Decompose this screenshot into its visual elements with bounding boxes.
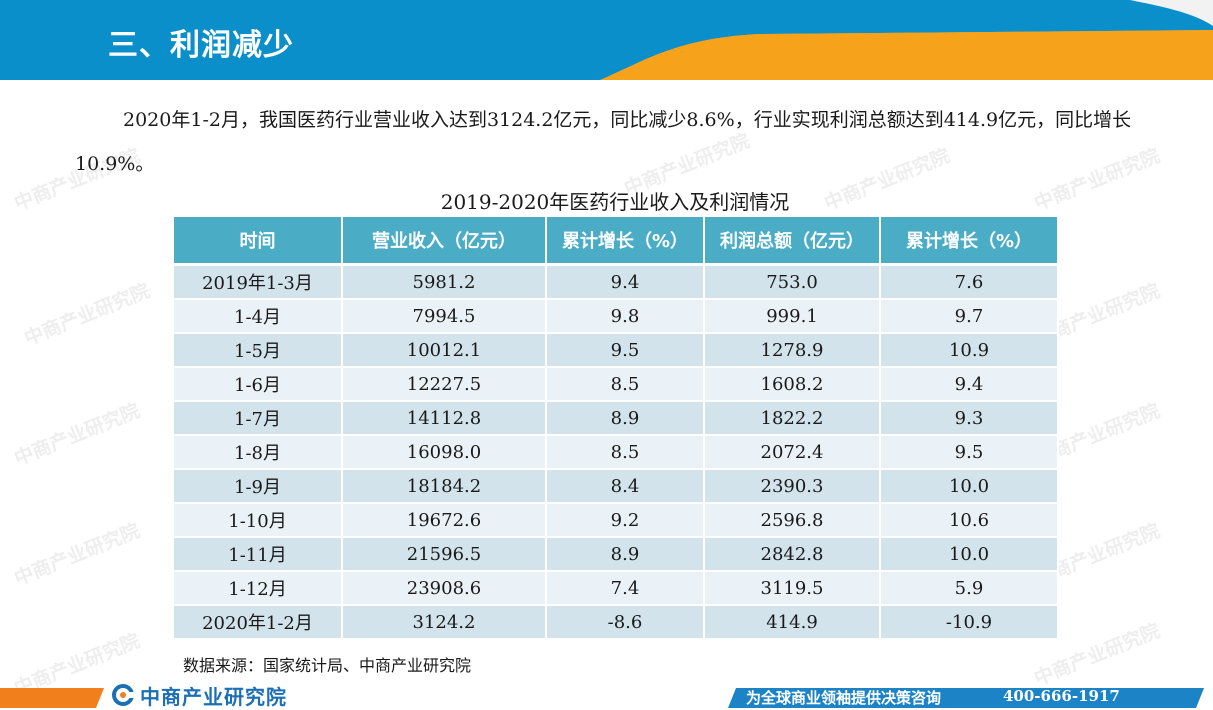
cell-revenue: 3124.2	[342, 605, 547, 640]
cell-revenue-growth: 9.5	[546, 333, 705, 368]
cell-profit: 414.9	[704, 605, 881, 640]
table-title: 2019-2020年医药行业收入及利润情况	[440, 190, 790, 214]
column-header-time: 时间	[174, 217, 343, 266]
cell-revenue-growth: 8.9	[546, 537, 705, 572]
table-row: 1-9月 18184.2 8.4 2390.3 10.0	[174, 469, 1059, 504]
cell-profit-growth: -10.9	[880, 605, 1059, 640]
cell-revenue-growth: 9.4	[546, 264, 705, 300]
cell-revenue-growth: 9.2	[546, 503, 705, 538]
table-row: 1-4月 7994.5 9.8 999.1 9.7	[174, 299, 1059, 334]
cell-revenue-growth: 8.5	[546, 367, 705, 402]
table-header-row: 时间 营业收入（亿元） 累计增长（%） 利润总额（亿元） 累计增长（%）	[174, 217, 1059, 266]
cell-time: 1-7月	[174, 401, 343, 436]
cell-revenue-growth: 7.4	[546, 571, 705, 606]
cell-profit: 753.0	[704, 264, 881, 300]
cell-revenue: 12227.5	[342, 367, 547, 402]
cell-revenue: 16098.0	[342, 435, 547, 470]
cell-profit-growth: 7.6	[880, 264, 1059, 300]
cell-revenue: 7994.5	[342, 299, 547, 334]
watermark-text: 中商产业研究院	[11, 519, 143, 591]
header-banner: 三、利润减少	[0, 0, 1213, 80]
footer-phone: 400-666-1917	[1003, 687, 1120, 705]
cell-profit-growth: 9.7	[880, 299, 1059, 334]
watermark-text: 中商产业研究院	[11, 399, 143, 471]
cell-revenue-growth: 8.5	[546, 435, 705, 470]
cell-revenue-growth: 9.8	[546, 299, 705, 334]
intro-paragraph: 2020年1-2月，我国医药行业营业收入达到3124.2亿元，同比减少8.6%，…	[75, 109, 1132, 175]
footer-logo: 中商产业研究院	[112, 683, 287, 709]
cell-time: 1-12月	[174, 571, 343, 606]
cell-revenue: 14112.8	[342, 401, 547, 436]
cell-profit: 2596.8	[704, 503, 881, 538]
cell-revenue: 5981.2	[342, 264, 547, 300]
cell-profit: 2390.3	[704, 469, 881, 504]
cell-profit: 2072.4	[704, 435, 881, 470]
cell-profit: 1822.2	[704, 401, 881, 436]
cell-time: 1-10月	[174, 503, 343, 538]
cell-revenue: 21596.5	[342, 537, 547, 572]
footer-bar	[0, 684, 1213, 708]
page-title: 三、利润减少	[108, 28, 294, 63]
cell-revenue-growth: 8.9	[546, 401, 705, 436]
table-body: 2019年1-3月 5981.2 9.4 753.0 7.6 1-4月 7994.5 9.8 9…	[174, 264, 1059, 640]
source-note: 数据来源：国家统计局、中商产业研究院	[183, 656, 472, 675]
cell-profit-growth: 10.9	[880, 333, 1059, 368]
cell-revenue: 19672.6	[342, 503, 547, 538]
cell-profit-growth: 5.9	[880, 571, 1059, 606]
table-row: 1-5月 10012.1 9.5 1278.9 10.9	[174, 333, 1059, 368]
cell-profit: 999.1	[704, 299, 881, 334]
table-row: 1-12月 23908.6 7.4 3119.5 5.9	[174, 571, 1059, 606]
footer-slogan: 为全球商业领袖提供决策咨询	[746, 689, 942, 707]
data-table: 时间 营业收入（亿元） 累计增长（%） 利润总额（亿元） 累计增长（%） 201…	[174, 217, 1059, 640]
cell-revenue: 18184.2	[342, 469, 547, 504]
cell-time: 2020年1-2月	[174, 605, 343, 640]
logo-text: 中商产业研究院	[140, 684, 287, 709]
table-row: 1-7月 14112.8 8.9 1822.2 9.3	[174, 401, 1059, 436]
cell-time: 2019年1-3月	[174, 264, 343, 300]
cell-profit: 2842.8	[704, 537, 881, 572]
cell-time: 1-11月	[174, 537, 343, 572]
column-header-profit: 利润总额（亿元）	[704, 217, 881, 266]
cell-profit-growth: 10.6	[880, 503, 1059, 538]
cell-time: 1-8月	[174, 435, 343, 470]
cell-profit: 1608.2	[704, 367, 881, 402]
cell-profit-growth: 10.0	[880, 537, 1059, 572]
cell-profit: 3119.5	[704, 571, 881, 606]
cell-revenue-growth: -8.6	[546, 605, 705, 640]
cell-revenue: 10012.1	[342, 333, 547, 368]
cell-profit-growth: 9.3	[880, 401, 1059, 436]
table-row: 1-11月 21596.5 8.9 2842.8 10.0	[174, 537, 1059, 572]
logo-icon	[112, 684, 134, 706]
cell-time: 1-4月	[174, 299, 343, 334]
table-row: 2020年1-2月 3124.2 -8.6 414.9 -10.9	[174, 605, 1059, 640]
cell-profit-growth: 9.4	[880, 367, 1059, 402]
table-row: 1-6月 12227.5 8.5 1608.2 9.4	[174, 367, 1059, 402]
footer-shape	[0, 688, 1204, 708]
cell-time: 1-9月	[174, 469, 343, 504]
cell-profit: 1278.9	[704, 333, 881, 368]
cell-profit-growth: 10.0	[880, 469, 1059, 504]
cell-time: 1-6月	[174, 367, 343, 402]
cell-time: 1-5月	[174, 333, 343, 368]
cell-revenue: 23908.6	[342, 571, 547, 606]
table-row: 2019年1-3月 5981.2 9.4 753.0 7.6	[174, 264, 1059, 300]
cell-revenue-growth: 8.4	[546, 469, 705, 504]
table-row: 1-10月 19672.6 9.2 2596.8 10.6	[174, 503, 1059, 538]
watermark-text: 中商产业研究院	[21, 279, 153, 351]
header-shape	[0, 0, 1213, 80]
cell-profit-growth: 9.5	[880, 435, 1059, 470]
column-header-revenue: 营业收入（亿元）	[342, 217, 547, 266]
table-row: 1-8月 16098.0 8.5 2072.4 9.5	[174, 435, 1059, 470]
column-header-revenue-growth: 累计增长（%）	[546, 217, 705, 266]
column-header-profit-growth: 累计增长（%）	[880, 217, 1059, 266]
